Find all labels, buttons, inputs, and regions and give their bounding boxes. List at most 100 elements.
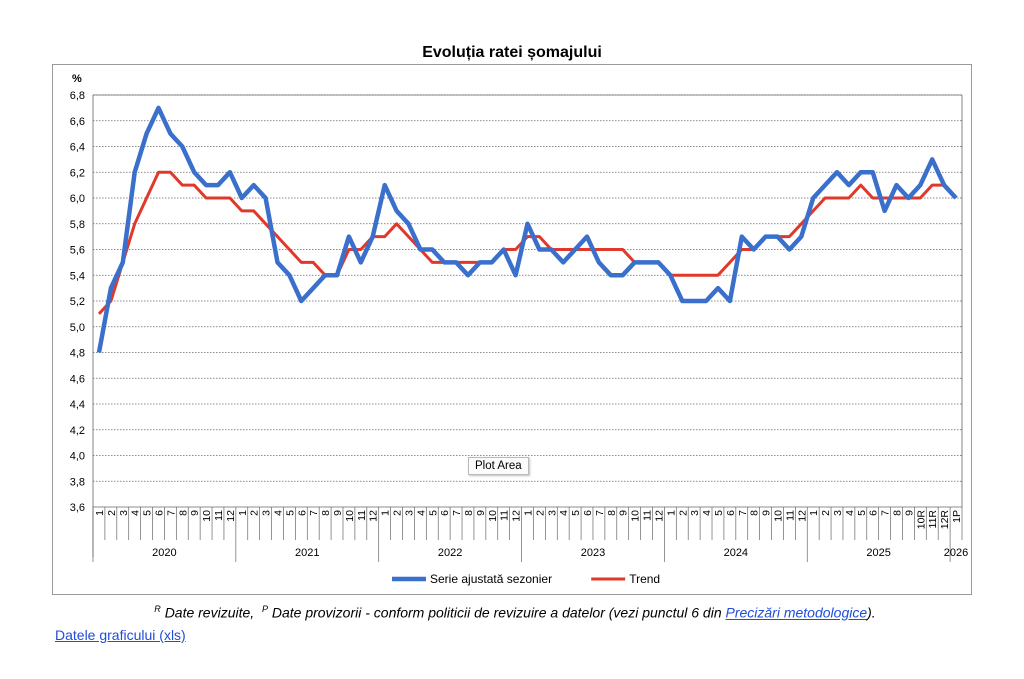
y-tick-label: 6,0 [70, 193, 85, 205]
provisional-text: Date provizorii - conform politicii de r… [271, 604, 722, 621]
x-tick-label: 4 [273, 510, 285, 516]
x-tick-label: 10 [630, 510, 642, 522]
x-tick-label: 2 [249, 510, 261, 516]
revised-mark: R [154, 604, 161, 614]
x-tick-label: 4 [844, 510, 856, 516]
x-tick-label: 6 [153, 510, 165, 516]
series-line [97, 170, 958, 315]
y-tick-label: 4,0 [70, 451, 85, 463]
year-label: 2023 [581, 547, 605, 559]
x-tick-label: 9 [618, 510, 630, 516]
year-label: 2022 [438, 547, 462, 559]
revised-text: Date revizuite, [164, 604, 255, 621]
grid-lines [92, 94, 963, 557]
year-label: 2024 [724, 547, 748, 559]
x-tick-label: 8 [463, 510, 475, 516]
y-tick-label: 5,2 [70, 296, 85, 308]
x-tick-label: 2 [392, 510, 404, 516]
y-tick-label: 4,4 [70, 399, 85, 411]
y-tick-label: 6,6 [70, 116, 85, 128]
x-tick-label: 7 [737, 510, 749, 516]
x-tick-label: 8 [320, 510, 332, 516]
x-tick-label: 7 [451, 510, 463, 516]
x-tick-label: 1P [951, 510, 963, 523]
x-tick-label: 10 [201, 510, 213, 522]
year-label: 2025 [866, 547, 890, 559]
x-tick-label: 5 [570, 510, 582, 516]
x-tick-label: 2 [677, 510, 689, 516]
x-tick-label: 4 [130, 510, 142, 516]
x-tick-label: 6 [725, 510, 737, 516]
x-tick-label: 7 [165, 510, 177, 516]
x-tick-label: 12 [368, 510, 380, 522]
x-axis: 1 2 3 4 5 6 7 8 9 10 11 12 1 2 3 4 5 6 7 8 9 10 11 12 1 2 3 4 5 6 7 8 9 1… [92, 507, 968, 562]
y-tick-label: 6,8 [70, 90, 85, 102]
x-tick-label: 5 [284, 510, 296, 516]
x-tick-label: 9 [903, 510, 915, 516]
y-tick-label: 3,6 [70, 502, 85, 514]
y-tick-label: 5,6 [70, 245, 85, 257]
x-tick-label: 12R [939, 510, 951, 530]
x-tick-label: 7 [594, 510, 606, 516]
series-line [96, 105, 958, 353]
y-tick-label: 6,4 [70, 142, 85, 154]
x-tick-label: 5 [713, 510, 725, 516]
x-tick-label: 10 [772, 510, 784, 522]
x-tick-label: 9 [761, 510, 773, 516]
chart-data-xls-link[interactable]: Datele graficului (xls) [55, 627, 186, 643]
x-tick-label: 1 [380, 510, 392, 516]
y-tick-label: 3,8 [70, 476, 85, 488]
x-tick-label: 6 [296, 510, 308, 516]
x-tick-label: 5 [142, 510, 154, 516]
footnote: R Date revizuite, P Date provizorii - co… [50, 604, 980, 621]
provisional-mark: P [261, 604, 268, 614]
x-tick-label: 5 [427, 510, 439, 516]
series-lines [96, 105, 958, 353]
x-tick-label: 3 [118, 510, 130, 516]
x-tick-label: 11 [784, 510, 796, 521]
x-tick-label: 1 [523, 510, 535, 516]
x-tick-label: 4 [415, 510, 427, 516]
y-tick-label: 5,0 [70, 322, 85, 334]
x-tick-label: 4 [558, 510, 570, 516]
x-tick-label: 11 [642, 510, 654, 521]
x-tick-label: 11 [213, 510, 225, 521]
x-tick-label: 3 [689, 510, 701, 516]
x-tick-label: 2 [534, 510, 546, 516]
y-tick-label: 4,8 [70, 348, 85, 360]
x-tick-label: 10 [344, 510, 356, 522]
x-tick-label: 7 [880, 510, 892, 516]
x-tick-label: 3 [403, 510, 415, 516]
chart-frame [52, 64, 972, 595]
y-tick-label: 4,2 [70, 425, 85, 437]
legend-label: Trend [629, 572, 660, 586]
plot-area-tooltip: Plot Area [468, 457, 529, 475]
x-tick-label: 10 [487, 510, 499, 522]
x-tick-label: 12 [225, 510, 237, 522]
methodology-link[interactable]: Precizări metodologice [725, 604, 868, 621]
x-tick-label: 11 [356, 510, 368, 521]
x-tick-label: 2 [820, 510, 832, 516]
y-axis-label: % [72, 73, 82, 85]
x-tick-label: 8 [606, 510, 618, 516]
x-tick-label: 1 [237, 510, 249, 516]
x-tick-label: 8 [177, 510, 189, 516]
x-tick-label: 9 [332, 510, 344, 516]
y-tick-label: 5,4 [70, 270, 85, 282]
year-label: 2021 [295, 547, 319, 559]
chart-title: Evoluția ratei șomajului [422, 44, 602, 61]
legend-label: Serie ajustată sezonier [430, 572, 552, 586]
x-tick-label: 3 [546, 510, 558, 516]
x-tick-label: 9 [475, 510, 487, 516]
x-tick-label: 12 [796, 510, 808, 522]
y-tick-label: 6,2 [70, 167, 85, 179]
legend: Serie ajustată sezonier Trend [392, 572, 660, 586]
x-tick-label: 1 [94, 510, 106, 516]
x-tick-label: 1 [665, 510, 677, 516]
x-tick-label: 1 [808, 510, 820, 516]
x-tick-label: 2 [106, 510, 118, 516]
y-tick-label: 5,8 [70, 219, 85, 231]
x-tick-label: 6 [868, 510, 880, 516]
x-tick-label: 5 [856, 510, 868, 516]
